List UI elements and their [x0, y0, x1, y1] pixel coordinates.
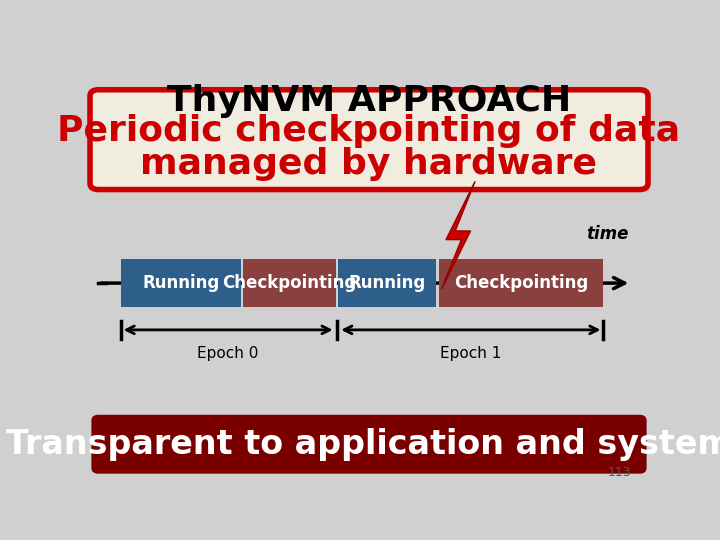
Text: ThyNVM APPROACH: ThyNVM APPROACH — [167, 84, 571, 118]
Text: Transparent to application and system: Transparent to application and system — [6, 428, 720, 461]
Text: Checkpointing: Checkpointing — [454, 274, 588, 292]
Text: Running: Running — [142, 274, 220, 292]
Text: Periodic checkpointing of data: Periodic checkpointing of data — [58, 114, 680, 148]
FancyBboxPatch shape — [90, 90, 648, 190]
FancyBboxPatch shape — [93, 416, 645, 472]
Text: Epoch 1: Epoch 1 — [440, 346, 502, 361]
Bar — [338, 259, 436, 307]
Text: Epoch 0: Epoch 0 — [197, 346, 258, 361]
Text: time: time — [586, 225, 629, 242]
Bar — [121, 259, 240, 307]
Polygon shape — [441, 181, 475, 289]
Text: Running: Running — [348, 274, 426, 292]
Bar — [438, 259, 603, 307]
Text: Checkpointing: Checkpointing — [222, 274, 356, 292]
Text: 113: 113 — [608, 465, 631, 478]
Bar — [243, 259, 336, 307]
Text: managed by hardware: managed by hardware — [140, 147, 598, 181]
